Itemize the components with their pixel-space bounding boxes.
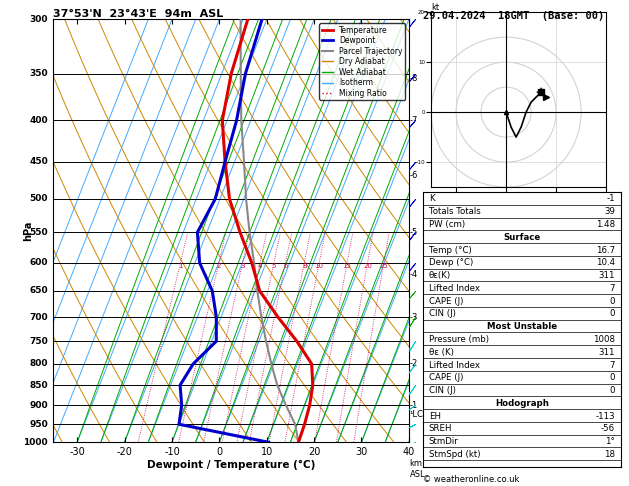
Text: 550: 550 <box>30 228 48 237</box>
Text: -1: -1 <box>606 194 615 204</box>
Text: θε(K): θε(K) <box>428 271 451 280</box>
Text: © weatheronline.co.uk: © weatheronline.co.uk <box>423 474 519 484</box>
Text: 900: 900 <box>30 401 48 410</box>
Text: 650: 650 <box>30 286 48 295</box>
Text: Mixing Ratio (g/kg): Mixing Ratio (g/kg) <box>445 191 454 271</box>
Text: 600: 600 <box>30 259 48 267</box>
Text: kt: kt <box>431 3 439 12</box>
Text: 39: 39 <box>604 207 615 216</box>
Text: 0: 0 <box>610 386 615 395</box>
Text: ¹LCL: ¹LCL <box>409 410 428 419</box>
Text: -4: -4 <box>409 270 418 279</box>
Text: CAPE (J): CAPE (J) <box>428 373 463 382</box>
Text: 8: 8 <box>302 263 306 269</box>
Text: 29.04.2024  18GMT  (Base: 00): 29.04.2024 18GMT (Base: 00) <box>423 11 604 21</box>
Text: 1000: 1000 <box>23 438 48 447</box>
Text: 18: 18 <box>604 450 615 459</box>
Text: 950: 950 <box>30 420 48 429</box>
Text: 15: 15 <box>343 263 352 269</box>
X-axis label: Dewpoint / Temperature (°C): Dewpoint / Temperature (°C) <box>147 460 315 470</box>
Text: Most Unstable: Most Unstable <box>487 322 557 331</box>
Text: 800: 800 <box>30 359 48 368</box>
Text: 1.48: 1.48 <box>596 220 615 229</box>
Text: 750: 750 <box>30 337 48 346</box>
Text: 10.4: 10.4 <box>596 259 615 267</box>
Text: CAPE (J): CAPE (J) <box>428 296 463 306</box>
Text: 311: 311 <box>598 271 615 280</box>
Text: StmSpd (kt): StmSpd (kt) <box>428 450 480 459</box>
Text: Pressure (mb): Pressure (mb) <box>428 335 489 344</box>
Text: Lifted Index: Lifted Index <box>428 361 480 369</box>
Text: -56: -56 <box>601 424 615 434</box>
Text: -5: -5 <box>409 228 418 237</box>
Text: CIN (J): CIN (J) <box>428 386 455 395</box>
Text: -8: -8 <box>409 74 418 83</box>
Text: 400: 400 <box>30 116 48 125</box>
Text: EH: EH <box>428 412 441 420</box>
Text: 450: 450 <box>30 157 48 166</box>
Text: -3: -3 <box>409 312 418 322</box>
Text: 850: 850 <box>30 381 48 390</box>
Text: 16.7: 16.7 <box>596 245 615 255</box>
Text: 7: 7 <box>610 361 615 369</box>
Text: Hodograph: Hodograph <box>495 399 548 408</box>
Text: 7: 7 <box>610 284 615 293</box>
Text: 700: 700 <box>30 312 48 322</box>
Text: θε (K): θε (K) <box>428 348 454 357</box>
Text: Totals Totals: Totals Totals <box>428 207 481 216</box>
Text: 311: 311 <box>598 348 615 357</box>
Text: -2: -2 <box>409 359 418 368</box>
Text: CIN (J): CIN (J) <box>428 310 455 318</box>
Text: 350: 350 <box>30 69 48 78</box>
Text: -1: -1 <box>409 401 418 410</box>
Text: 3: 3 <box>240 263 245 269</box>
Text: 6: 6 <box>283 263 287 269</box>
Text: Lifted Index: Lifted Index <box>428 284 480 293</box>
Text: 1: 1 <box>178 263 182 269</box>
Text: 37°53'N  23°43'E  94m  ASL: 37°53'N 23°43'E 94m ASL <box>53 9 224 18</box>
Text: 0: 0 <box>610 310 615 318</box>
Text: 5: 5 <box>272 263 276 269</box>
Text: -6: -6 <box>409 171 418 180</box>
Text: km
ASL: km ASL <box>409 459 425 479</box>
Text: -113: -113 <box>595 412 615 420</box>
Text: SREH: SREH <box>428 424 452 434</box>
Text: Temp (°C): Temp (°C) <box>428 245 471 255</box>
Text: 25: 25 <box>379 263 388 269</box>
Text: 300: 300 <box>30 15 48 24</box>
Text: Dewp (°C): Dewp (°C) <box>428 259 473 267</box>
Text: 500: 500 <box>30 194 48 203</box>
Text: Surface: Surface <box>503 233 540 242</box>
Text: 20: 20 <box>363 263 372 269</box>
Text: 2: 2 <box>216 263 221 269</box>
Text: 10: 10 <box>314 263 324 269</box>
Text: K: K <box>428 194 434 204</box>
Text: 0: 0 <box>610 296 615 306</box>
Text: 4: 4 <box>258 263 262 269</box>
Text: 1°: 1° <box>605 437 615 446</box>
Text: 0: 0 <box>610 373 615 382</box>
Legend: Temperature, Dewpoint, Parcel Trajectory, Dry Adiabat, Wet Adiabat, Isotherm, Mi: Temperature, Dewpoint, Parcel Trajectory… <box>320 23 405 100</box>
Text: hPa: hPa <box>24 221 33 241</box>
Text: -7: -7 <box>409 116 418 125</box>
Text: PW (cm): PW (cm) <box>428 220 465 229</box>
Text: 1008: 1008 <box>593 335 615 344</box>
Text: StmDir: StmDir <box>428 437 459 446</box>
